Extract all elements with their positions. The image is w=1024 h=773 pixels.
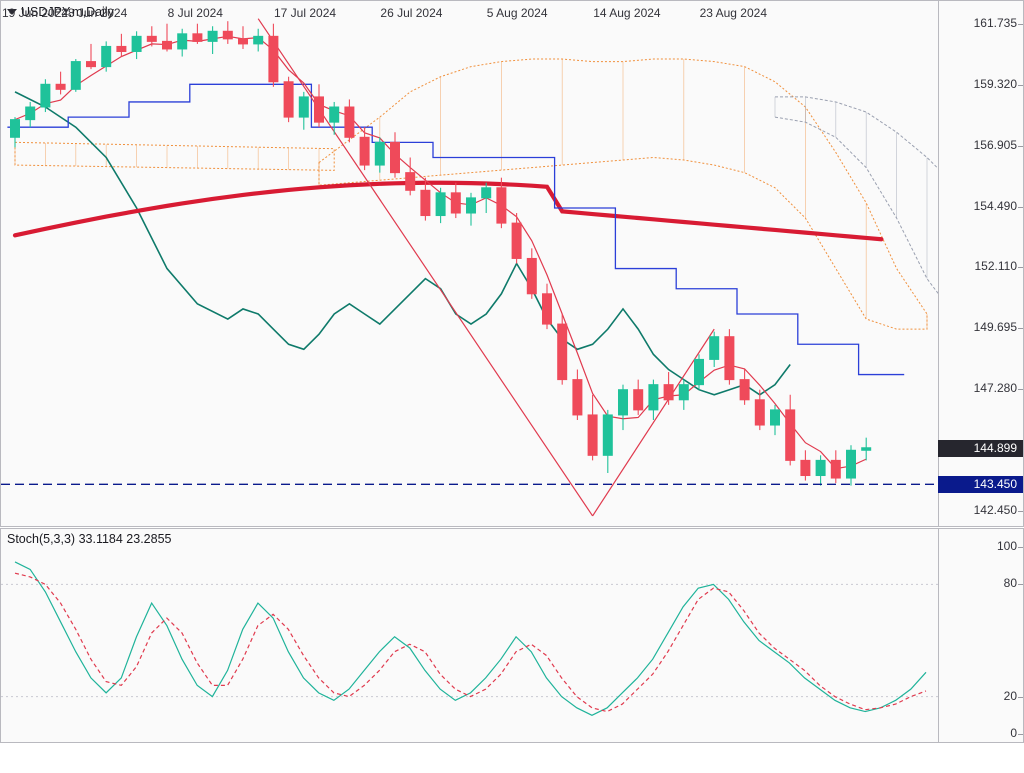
price-axis-label: 142.450 — [973, 502, 1017, 517]
price-axis[interactable]: 161.735 159.320 156.905 154.490 152.110 149.6… — [938, 1, 1023, 526]
stochastic-axis-tick — [1018, 696, 1023, 698]
time-axis-label: 14 Aug 2024 — [593, 6, 661, 20]
symbol-period-label: USDJPY.m,Daily — [7, 5, 114, 19]
stochastic-axis-label: 80 — [1003, 576, 1017, 591]
time-axis-label: 5 Aug 2024 — [486, 6, 548, 20]
time-axis-label: 19 Jun 2024 — [2, 6, 69, 20]
price-axis-label: 159.320 — [973, 76, 1017, 91]
time-axis-label: 8 Jul 2024 — [167, 6, 223, 20]
price-plot-area[interactable] — [1, 1, 938, 526]
stochastic-axis-tick — [1018, 547, 1023, 548]
time-axis-label: 23 Aug 2024 — [699, 6, 767, 20]
stochastic-axis-label: 20 — [1003, 688, 1017, 703]
price-axis-label: 161.735 — [973, 15, 1017, 30]
price-axis-label: 152.110 — [974, 258, 1018, 273]
time-axis-label: 17 Jul 2024 — [274, 6, 337, 20]
last-price-badge: 144.899 — [938, 439, 1023, 457]
price-axis-tick — [1018, 388, 1023, 390]
stochastic-axis-tick — [1018, 584, 1023, 586]
stochastic-axis-label: 0 — [1010, 726, 1017, 740]
price-axis-tick — [1018, 84, 1023, 86]
stochastic-pane: 100 80 20 0 Stoch(5,3,3) 33.1184 23.2855 — [0, 528, 1024, 743]
stochastic-title: Stoch(5,3,3) 33.1184 23.2855 — [7, 532, 172, 546]
time-axis-label: 26 Jul 2024 — [380, 6, 443, 20]
stochastic-axis-label: 100 — [996, 539, 1017, 553]
time-axis-label: 28 Jun 2024 — [61, 6, 128, 20]
price-axis-tick — [1018, 266, 1023, 268]
stochastic-axis[interactable]: 100 80 20 0 — [938, 529, 1023, 742]
price-axis-tick — [1018, 23, 1023, 25]
chevron-down-icon[interactable] — [7, 9, 17, 15]
bid-price-badge: 143.450 — [938, 476, 1023, 494]
symbol-text: USDJPY.m,Daily — [21, 5, 114, 19]
price-axis-tick — [1018, 327, 1023, 329]
price-axis-tick — [1018, 206, 1023, 208]
price-axis-label: 147.280 — [973, 380, 1017, 395]
stochastic-axis-tick — [1018, 734, 1023, 735]
price-axis-label: 149.695 — [973, 319, 1017, 334]
price-chart-svg — [1, 18, 938, 517]
price-axis-tick — [1018, 510, 1023, 512]
price-axis-label: 154.490 — [973, 198, 1017, 213]
stochastic-plot-area[interactable] — [1, 529, 938, 742]
stochastic-chart-svg — [1, 561, 938, 716]
price-axis-label: 156.905 — [973, 137, 1017, 152]
price-axis-tick — [1018, 145, 1023, 147]
price-pane: 161.735 159.320 156.905 154.490 152.110 149.6… — [0, 0, 1024, 527]
